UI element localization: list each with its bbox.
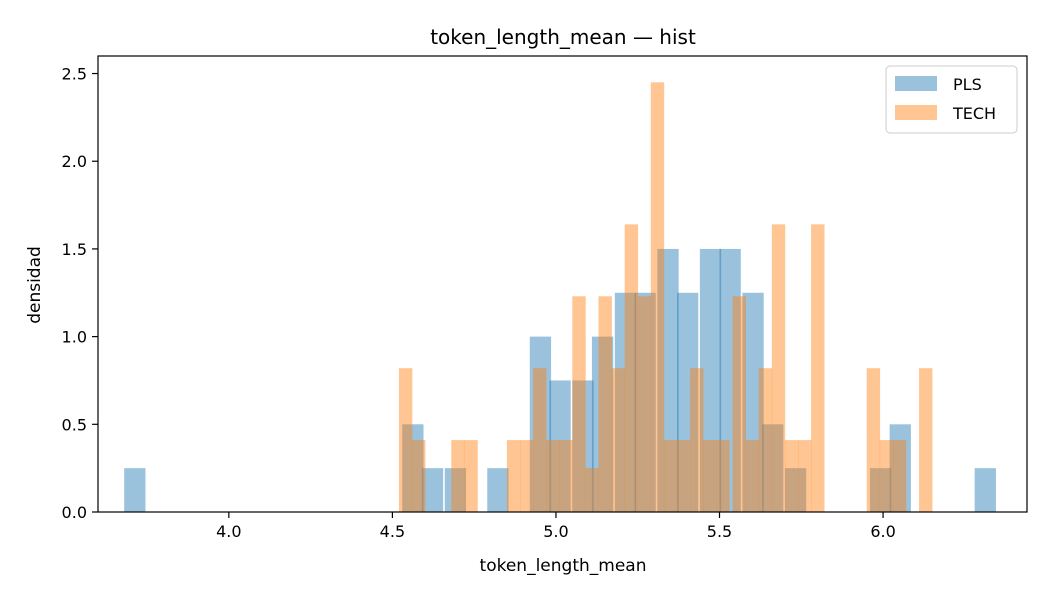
x-tick-label: 6.0	[870, 522, 895, 541]
bar-tech-28	[866, 368, 881, 512]
bar-tech-24	[771, 224, 786, 512]
bar-tech-5	[519, 440, 534, 512]
legend-swatch-pls	[895, 76, 937, 91]
bar-tech-22	[745, 440, 760, 512]
bar-tech-17	[676, 440, 691, 512]
bar-tech-12	[611, 368, 625, 512]
bar-tech-3	[464, 440, 478, 512]
bar-pls-7	[572, 380, 594, 512]
axes-layer: 4.0 4.5 5.0 5.5 6.0 0.0 0.5 1.0 1.5 2.0 2.5	[62, 55, 1028, 541]
y-axis-label: densidad	[25, 246, 45, 324]
bar-tech-26	[798, 440, 812, 512]
bar-pls-8	[591, 336, 614, 512]
bar-tech-7	[546, 440, 560, 512]
chart-title: token_length_mean — hist	[430, 25, 696, 49]
bar-tech-14	[637, 296, 652, 512]
bar-tech-11	[598, 296, 612, 512]
bar-pls-18	[869, 468, 892, 512]
bar-tech-9	[572, 296, 586, 512]
bar-tech-16	[663, 440, 678, 512]
bar-pls-1	[402, 424, 424, 512]
bar-tech-20	[716, 440, 730, 512]
x-tick-label: 5.5	[707, 522, 732, 541]
legend-box	[885, 65, 1018, 134]
x-tick-label: 4.5	[380, 522, 405, 541]
bar-tech-8	[559, 440, 573, 512]
bar-pls-10	[634, 292, 656, 512]
bar-tech-29	[879, 440, 894, 512]
bar-pls-16	[762, 424, 784, 512]
legend: PLS TECH	[885, 65, 1018, 134]
bar-tech-18	[690, 368, 704, 512]
bar-pls-6	[549, 380, 571, 512]
bar-tech-23	[758, 368, 773, 512]
bar-tech-25	[784, 440, 799, 512]
bar-tech-4	[506, 440, 521, 512]
bar-pls-11	[657, 248, 679, 512]
y-tick-label: 1.5	[62, 240, 87, 259]
bar-pls-5	[529, 336, 552, 512]
bar-tech-6	[533, 368, 547, 512]
bar-pls-3	[444, 468, 467, 512]
bar-tech-13	[624, 224, 639, 512]
y-tick-label: 2.0	[62, 152, 87, 171]
bar-pls-4	[487, 468, 509, 512]
bar-tech-31	[919, 368, 933, 512]
bar-tech-19	[703, 440, 717, 512]
bar-tech-27	[811, 224, 825, 512]
legend-swatch-tech	[895, 105, 937, 120]
bar-pls-15	[742, 292, 764, 512]
bar-pls-20	[974, 468, 996, 512]
y-tick-label: 1.0	[62, 328, 87, 347]
bar-pls-9	[614, 292, 637, 512]
plot-frame	[97, 55, 1028, 513]
x-axis-label: token_length_mean	[480, 556, 647, 576]
x-tick-label: 5.0	[543, 522, 568, 541]
legend-label-tech: TECH	[952, 104, 996, 123]
y-tick-label: 0.5	[62, 415, 87, 434]
bar-pls-19	[889, 424, 911, 512]
bar-pls-13	[699, 248, 722, 512]
bar-pls-17	[784, 468, 807, 512]
bars-layer	[124, 82, 996, 513]
bar-tech-15	[650, 82, 665, 513]
y-tick-label: 0.0	[62, 503, 87, 522]
bar-pls-12	[676, 292, 699, 512]
bar-pls-0	[124, 468, 146, 512]
bar-pls-2	[421, 468, 444, 512]
bar-tech-30	[892, 440, 907, 512]
bar-pls-14	[719, 248, 741, 512]
bar-tech-10	[585, 468, 599, 512]
bar-tech-21	[732, 296, 746, 512]
legend-label-pls: PLS	[953, 75, 982, 94]
y-tick-label: 2.5	[62, 65, 87, 84]
bar-tech-2	[451, 440, 465, 512]
x-tick-label: 4.0	[216, 522, 241, 541]
bar-tech-0	[398, 368, 413, 512]
bar-tech-1	[412, 440, 426, 512]
